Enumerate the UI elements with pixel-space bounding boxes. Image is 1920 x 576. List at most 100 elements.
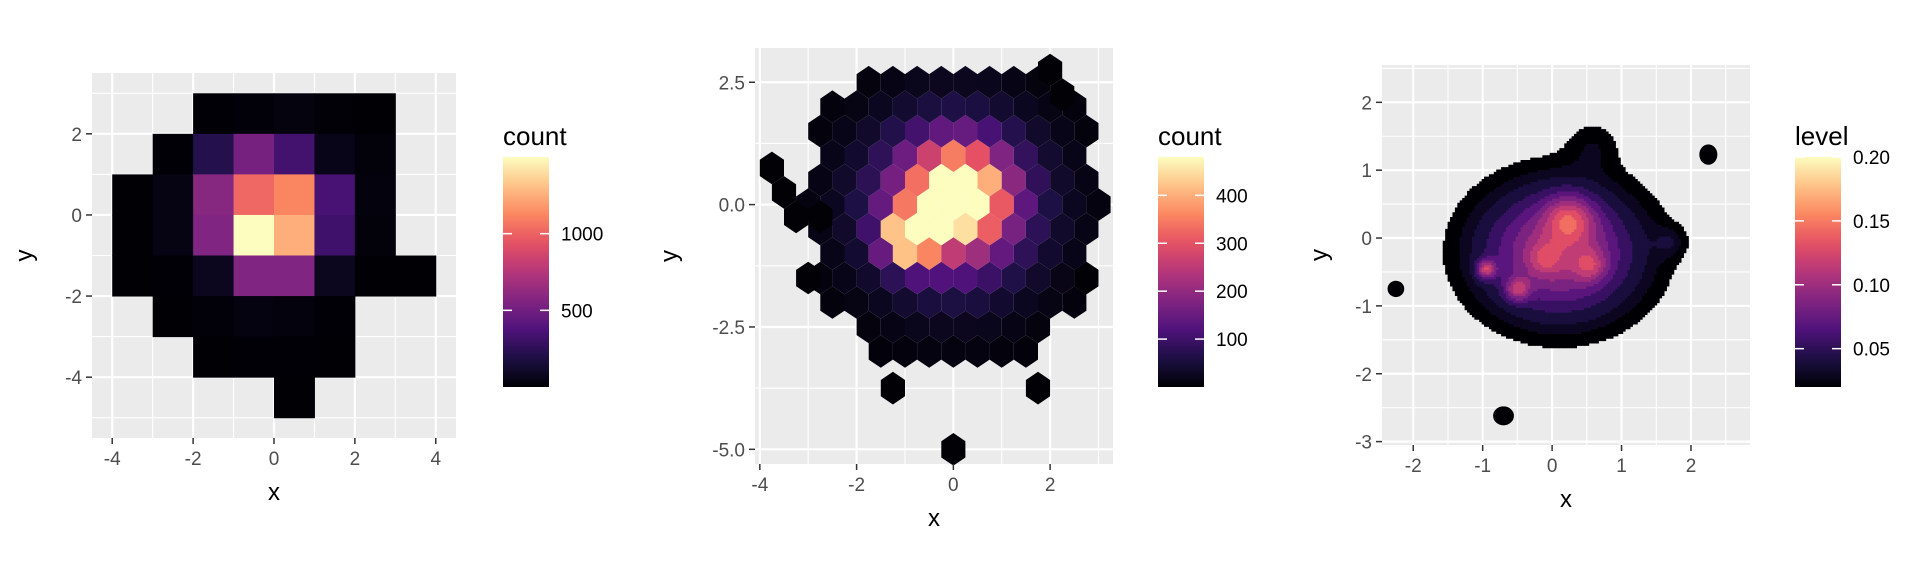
density-band <box>1617 285 1621 289</box>
density-band <box>1612 217 1616 220</box>
density-band <box>1450 278 1454 282</box>
density-band <box>1471 245 1475 249</box>
density-band <box>1505 316 1509 320</box>
density-band <box>1634 276 1638 280</box>
density-band <box>1629 233 1633 237</box>
density-band <box>1598 331 1602 334</box>
density-band <box>1590 326 1595 330</box>
density-band <box>1530 342 1534 346</box>
density-band <box>1569 276 1573 280</box>
density-band <box>1581 269 1585 273</box>
density-band <box>1513 233 1517 237</box>
density-band <box>1615 238 1619 242</box>
density-band <box>1615 212 1619 216</box>
bin-cell <box>193 214 235 256</box>
density-band <box>1620 328 1624 332</box>
density-band <box>1501 321 1505 325</box>
density-band <box>1612 240 1616 244</box>
density-band <box>1469 231 1473 235</box>
density-band <box>1479 252 1483 256</box>
density-band <box>1564 321 1568 325</box>
bin-cell <box>314 93 356 135</box>
density-band <box>1476 236 1480 239</box>
density-band <box>1625 219 1629 223</box>
density-band <box>1605 226 1609 230</box>
density-band <box>1542 314 1546 318</box>
density-band <box>1639 228 1643 232</box>
density-band <box>1445 271 1449 275</box>
density-band <box>1467 271 1471 275</box>
density-band <box>1642 302 1646 306</box>
density-band <box>1595 307 1599 311</box>
density-band <box>1467 295 1471 299</box>
density-band <box>1467 224 1471 228</box>
density-band <box>1561 278 1565 282</box>
density-band <box>1678 252 1682 256</box>
density-band <box>1539 309 1543 313</box>
density-band <box>1612 238 1616 242</box>
density-band <box>1678 240 1682 244</box>
density-band <box>1632 321 1636 325</box>
density-band <box>1588 338 1592 342</box>
density-band <box>1542 252 1546 256</box>
density-band <box>1569 323 1573 327</box>
density-band <box>1486 278 1490 282</box>
density-band <box>1527 328 1531 332</box>
density-band <box>1532 233 1536 237</box>
density-band <box>1503 250 1507 254</box>
density-band <box>1586 250 1590 254</box>
density-band <box>1598 238 1602 242</box>
density-band <box>1590 257 1595 261</box>
density-band <box>1547 283 1551 287</box>
density-band <box>1484 302 1488 306</box>
density-band <box>1479 288 1483 292</box>
density-band <box>1673 224 1677 228</box>
density-band <box>1452 274 1456 277</box>
density-band <box>1467 302 1471 306</box>
density-band <box>1639 245 1643 249</box>
density-band <box>1503 274 1507 277</box>
density-band <box>1496 293 1500 296</box>
density-band <box>1559 326 1563 330</box>
density-band <box>1459 257 1463 261</box>
density-band <box>1471 214 1475 218</box>
density-band <box>1605 316 1609 320</box>
density-band <box>1578 264 1582 268</box>
density-band <box>1488 288 1492 292</box>
density-band <box>1590 300 1595 304</box>
density-band <box>1564 319 1568 323</box>
density-band <box>1569 262 1573 266</box>
density-band <box>1501 259 1505 263</box>
bin-cell <box>274 336 315 378</box>
density-band <box>1522 255 1526 258</box>
density-band <box>1663 252 1667 256</box>
density-band <box>1527 342 1531 346</box>
density-band <box>1561 328 1565 332</box>
density-band <box>1573 335 1578 339</box>
density-band <box>1554 224 1558 228</box>
hex-bin <box>989 188 1014 221</box>
density-band <box>1673 259 1677 263</box>
density-band <box>1496 276 1500 280</box>
density-band <box>1535 312 1539 315</box>
density-band <box>1625 269 1629 273</box>
density-band <box>1642 309 1646 313</box>
hex-bin <box>1013 335 1038 368</box>
density-band <box>1661 219 1665 223</box>
density-band <box>1625 264 1629 268</box>
density-band <box>1569 243 1573 247</box>
density-band <box>1539 217 1543 220</box>
density-band <box>1547 221 1551 225</box>
density-band <box>1600 257 1604 261</box>
density-band <box>1612 262 1616 266</box>
density-band <box>1501 300 1505 304</box>
density-band <box>1486 226 1490 230</box>
density-band <box>1493 264 1497 268</box>
density-band <box>1493 293 1497 296</box>
density-band <box>1583 238 1587 242</box>
density-band <box>1491 214 1495 218</box>
density-band <box>1627 259 1631 263</box>
density-band <box>1615 219 1619 223</box>
density-band <box>1450 228 1454 232</box>
density-band <box>1542 266 1546 270</box>
